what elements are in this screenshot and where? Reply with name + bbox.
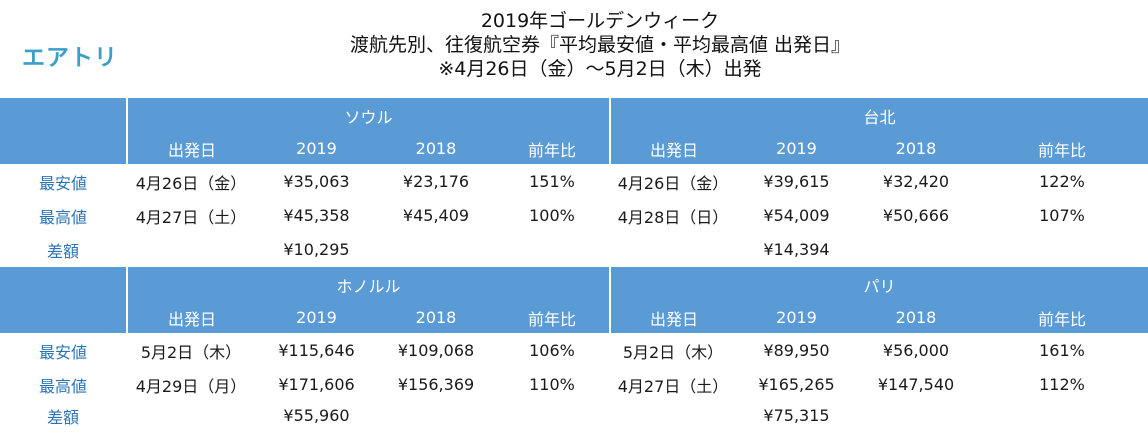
seoul-diff: ¥10,295 [283, 240, 350, 259]
honolulu-max-2018: ¥156,369 [397, 375, 475, 394]
city-header-taipei: 台北 [609, 98, 1148, 133]
seoul-max-2019: ¥45,358 [283, 206, 350, 225]
col-header-2019: 2019 [737, 133, 856, 164]
page-title: 2019年ゴールデンウィーク 渡航先別、往復航空券『平均最安値・平均最高値 出発… [300, 9, 900, 81]
honolulu-max-2019: ¥171,606 [278, 375, 355, 394]
paris-max-2019: ¥165,265 [758, 375, 835, 394]
price-table: ソウル 台北 出発日 2019 2018 前年比 出発日 2019 2018 前… [0, 98, 1148, 440]
col-header-2019: 2019 [737, 302, 856, 333]
honolulu-min-yoy: 106% [529, 341, 575, 360]
col-header-2018: 2018 [377, 302, 495, 333]
taipei-diff: ¥14,394 [763, 240, 830, 259]
taipei-max-2019: ¥54,009 [763, 206, 830, 225]
col-header-yoy: 前年比 [495, 302, 609, 333]
seoul-min-yoy: 151% [529, 172, 575, 191]
taipei-max-yoy: 107% [1039, 206, 1085, 225]
taipei-min-2019: ¥39,615 [763, 172, 830, 191]
col-header-2018: 2018 [856, 302, 976, 333]
logo: エアトリ [22, 45, 118, 71]
paris-min-2018: ¥56,000 [882, 341, 950, 360]
paris-min-2019: ¥89,950 [763, 341, 830, 360]
honolulu-min-date: 5月2日（木） [140, 342, 242, 362]
col-header-yoy: 前年比 [495, 133, 609, 164]
paris-min-date: 5月2日（木） [622, 342, 724, 362]
taipei-max-2018: ¥50,666 [882, 206, 950, 225]
seoul-min-date: 4月26日（金） [135, 173, 247, 193]
col-header-departure: 出発日 [126, 302, 256, 333]
col-header-departure: 出発日 [126, 133, 256, 164]
seoul-max-2018: ¥45,409 [402, 206, 470, 225]
col-header-yoy: 前年比 [976, 302, 1148, 333]
honolulu-min-2018: ¥109,068 [397, 341, 475, 360]
col-header-yoy: 前年比 [976, 133, 1148, 164]
city-header-honolulu: ホノルル [126, 267, 609, 302]
row-label-diff: 差額 [46, 241, 79, 261]
paris-min-yoy: 161% [1039, 341, 1085, 360]
row-label-min: 最安値 [38, 173, 87, 193]
row-label-min: 最安値 [38, 342, 87, 362]
col-header-departure: 出発日 [609, 302, 737, 333]
seoul-min-2019: ¥35,063 [283, 172, 350, 191]
taipei-min-date: 4月26日（金） [617, 173, 729, 193]
city-header-paris: パリ [609, 267, 1148, 302]
honolulu-min-2019: ¥115,646 [278, 341, 355, 360]
paris-max-date: 4月27日（土） [617, 376, 729, 396]
paris-max-yoy: 112% [1039, 375, 1085, 394]
title-line-1: 2019年ゴールデンウィーク [480, 10, 720, 32]
paris-max-2018: ¥147,540 [877, 375, 955, 394]
honolulu-max-date: 4月29日（月） [135, 376, 247, 396]
col-header-2019: 2019 [256, 302, 377, 333]
row-label-max: 最高値 [38, 207, 87, 227]
taipei-max-date: 4月28日（日） [617, 207, 729, 227]
honolulu-diff: ¥55,960 [283, 406, 350, 425]
col-header-2019: 2019 [256, 133, 377, 164]
seoul-min-2018: ¥23,176 [402, 172, 470, 191]
seoul-max-date: 4月27日（土） [135, 207, 247, 227]
col-header-2018: 2018 [377, 133, 495, 164]
header-empty-cell [0, 98, 126, 164]
title-line-2: 渡航先別、往復航空券『平均最安値・平均最高値 出発日』 [349, 34, 851, 56]
city-header-seoul: ソウル [126, 98, 609, 133]
seoul-max-yoy: 100% [529, 206, 575, 225]
row-label-diff: 差額 [46, 407, 79, 427]
col-header-2018: 2018 [856, 133, 976, 164]
taipei-min-2018: ¥32,420 [882, 172, 950, 191]
col-header-departure: 出発日 [609, 133, 737, 164]
header-empty-cell [0, 267, 126, 333]
paris-diff: ¥75,315 [763, 406, 830, 425]
taipei-min-yoy: 122% [1039, 172, 1085, 191]
row-label-max: 最高値 [38, 376, 87, 396]
title-line-3: ※4月26日（金）～5月2日（木）出発 [438, 58, 762, 80]
honolulu-max-yoy: 110% [529, 375, 575, 394]
